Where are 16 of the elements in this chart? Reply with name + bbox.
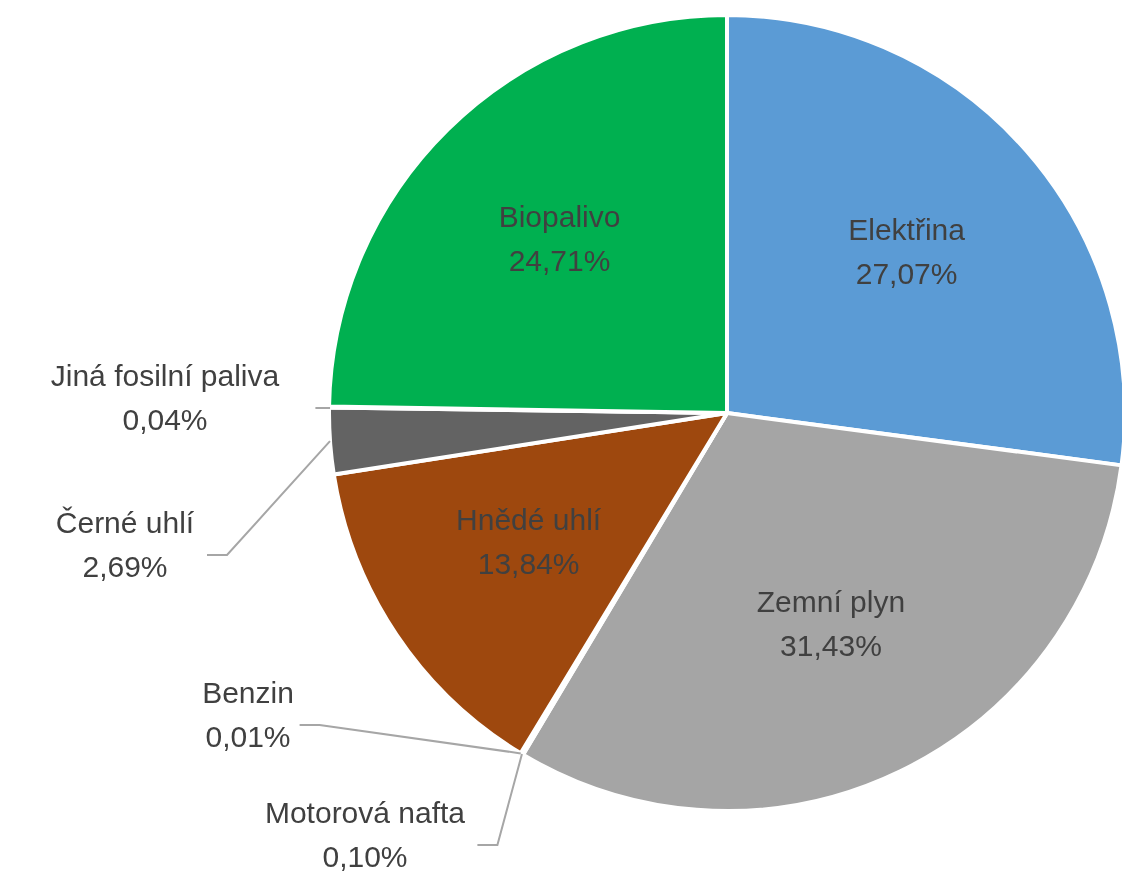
slice-label: Benzin: [202, 676, 294, 709]
slice-label: Černé uhlí: [55, 506, 195, 539]
slice-label: Hnědé uhlí: [456, 502, 602, 536]
data-label: 0,10%: [322, 840, 408, 873]
slice-label: Biopalivo: [498, 199, 621, 233]
data-label: 27,07%: [855, 256, 958, 290]
data-label: 24,71%: [508, 243, 611, 277]
data-label: 2,69%: [82, 550, 168, 583]
slice-label: Zemní plyn: [756, 584, 906, 618]
slice-label: Jiná fosilní paliva: [50, 359, 280, 392]
data-label: 13,84%: [477, 546, 580, 580]
data-label: 31,43%: [780, 628, 882, 662]
slice-label: Motorová nafta: [264, 796, 466, 829]
data-label: 0,01%: [205, 720, 291, 753]
data-label: 0,04%: [122, 403, 208, 436]
slice-label: Elektřina: [848, 212, 966, 246]
